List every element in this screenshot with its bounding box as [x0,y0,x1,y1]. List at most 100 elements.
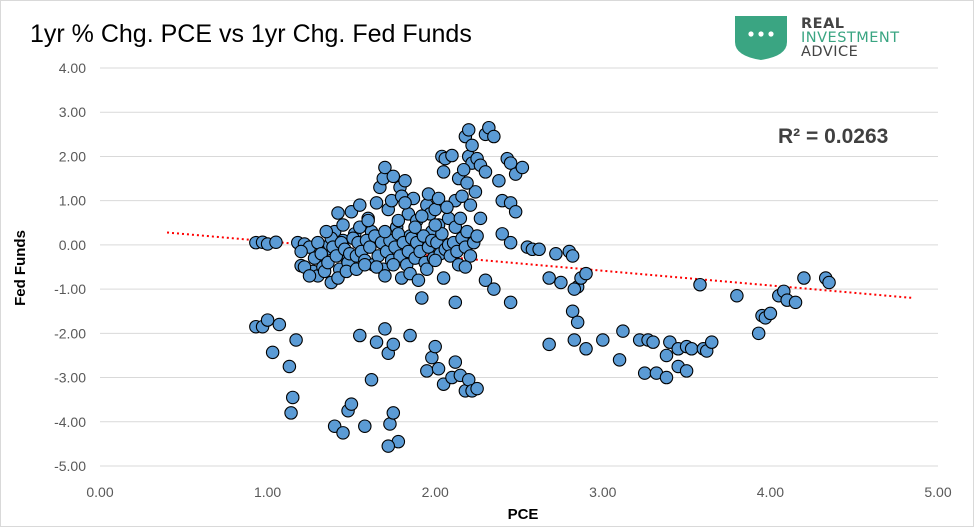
data-point [478,273,493,288]
data-point [282,359,297,374]
data-point [428,202,442,217]
data-point [420,262,434,276]
data-point [554,275,568,290]
y-axis-tick-labels: 4.00 3.00 2.00 1.00 0.00 -1.00 -2.00 -3.00 -4.00… [54,60,86,474]
data-point [386,406,401,420]
data-point [463,249,478,263]
data-point [470,381,484,396]
data-point [461,123,476,137]
data-point [378,269,392,283]
data-point [788,295,803,310]
data-point [704,335,719,349]
data-point [567,333,582,347]
data-point [428,339,442,354]
data-point [460,176,474,190]
data-point [567,282,582,296]
data-point [425,350,439,365]
chart-title: 1yr % Chg. PCE vs 1yr Chg. Fed Funds [30,20,472,48]
data-point [455,189,469,203]
data-point [579,266,593,281]
data-point [363,240,377,254]
data-point [456,162,471,177]
data-point [659,348,674,363]
y-axis-title: Fed Funds [12,230,29,306]
y-tick-label: -4.00 [54,414,86,430]
data-point [398,196,412,210]
data-point [465,138,479,153]
data-point [386,169,401,184]
x-axis-tick-labels: 0.00 1.00 2.00 3.00 4.00 5.00 [86,484,951,500]
data-point [487,129,501,144]
y-tick-label: 4.00 [59,60,86,76]
data-point [319,224,334,239]
data-point [269,235,283,249]
data-point [415,209,429,223]
data-point [378,224,392,239]
data-point [353,198,367,212]
data-point [369,196,384,210]
data-point [386,337,401,352]
data-point [428,253,442,268]
x-tick-label: 0.00 [86,484,113,500]
data-point [679,364,694,378]
data-point [730,288,744,303]
y-tick-label: -5.00 [54,458,86,474]
data-point [361,213,375,228]
data-point [381,439,396,453]
logo-shield-icon [735,16,787,60]
data-point [415,291,429,305]
data-point [353,328,367,343]
data-point [751,326,766,341]
data-point [403,328,417,343]
data-point [336,426,350,440]
data-point [487,282,501,296]
data-point [495,227,509,241]
data-point [369,335,384,349]
y-tick-label: -3.00 [54,370,86,386]
data-point [391,213,406,228]
data-point [431,191,446,206]
data-point [398,174,412,188]
data-point [448,355,463,369]
y-tick-label: -2.00 [54,325,86,341]
data-point [565,304,580,318]
data-point [358,258,372,272]
y-tick-label: 1.00 [59,193,86,209]
data-point [549,246,563,261]
x-tick-label: 2.00 [422,484,449,500]
data-point [344,397,359,411]
data-point [508,204,523,219]
data-point [659,370,674,385]
data-point [408,220,422,234]
data-point [386,258,401,272]
x-tick-label: 5.00 [924,484,951,500]
data-point [378,322,392,336]
data-point [285,390,300,405]
data-point [515,160,530,175]
data-point [822,275,836,290]
data-point [492,174,506,188]
data-point [436,165,451,179]
data-point [272,317,287,332]
data-point [428,218,442,232]
x-tick-label: 1.00 [254,484,281,500]
data-point [637,366,652,380]
data-point [445,148,459,163]
y-tick-label: 0.00 [59,237,86,253]
data-point [383,417,397,431]
data-point [458,260,473,274]
data-point [411,273,426,288]
data-point [763,306,778,321]
data-point [470,229,484,243]
data-point [284,406,298,420]
data-point [478,165,493,179]
data-point [440,200,454,215]
x-tick-label: 3.00 [589,484,616,500]
y-tick-label: -1.00 [54,281,86,297]
data-point [596,333,610,347]
data-point [684,342,699,356]
data-point [542,271,556,285]
data-point [260,313,275,327]
data-point [542,337,556,352]
